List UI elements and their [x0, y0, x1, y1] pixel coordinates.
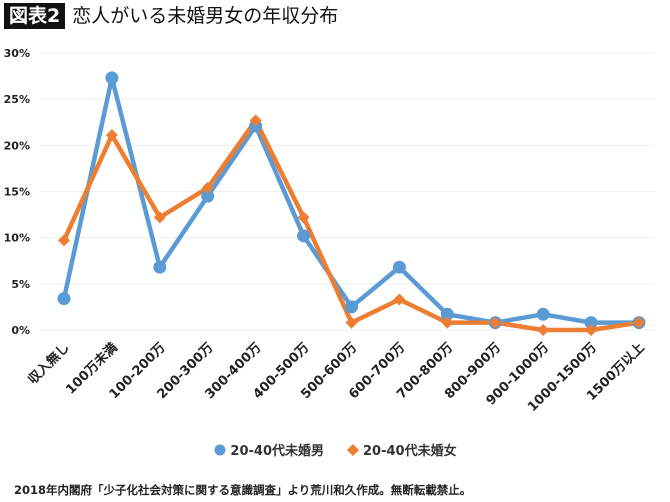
- legend-item-women: 20-40代未婚女: [346, 440, 457, 459]
- data-point-women: [537, 324, 550, 336]
- y-tick-label: 5%: [11, 278, 30, 291]
- data-point-men: [345, 300, 358, 314]
- y-tick-label: 15%: [4, 186, 30, 199]
- line-chart: 0%5%10%15%20%25%30%収入無し100万未満100-200万200…: [4, 47, 655, 415]
- data-point-men: [153, 260, 167, 274]
- source-note: 2018年内閣府「少子化社会対策に関する意識調査」より荒川和久作成。無断転載禁止…: [14, 483, 472, 497]
- data-point-women: [393, 293, 406, 306]
- y-tick-label: 30%: [4, 47, 30, 60]
- circle-marker-icon: [214, 444, 226, 455]
- y-tick-label: 25%: [4, 93, 30, 106]
- data-point-men: [440, 307, 454, 321]
- chart-title: 恋人がいる未婚男女の年収分布: [72, 5, 339, 27]
- data-point-men: [297, 229, 311, 243]
- data-point-women: [345, 316, 358, 329]
- data-point-men: [105, 71, 119, 85]
- data-point-men: [536, 307, 550, 321]
- y-tick-label: 20%: [4, 139, 30, 152]
- data-point-women: [153, 211, 166, 224]
- data-point-women: [58, 234, 70, 247]
- data-point-women: [585, 324, 598, 336]
- data-point-men: [201, 189, 215, 203]
- data-point-men: [392, 260, 406, 274]
- data-point-women: [489, 316, 502, 329]
- legend-label: 20-40代未婚女: [363, 444, 457, 459]
- title-bar: 図表2 恋人がいる未婚男女の年収分布: [4, 3, 338, 29]
- data-point-men: [57, 292, 71, 306]
- data-point-women: [633, 316, 645, 329]
- legend-item-men: 20-40代未婚男: [213, 440, 324, 459]
- y-tick-label: 0%: [11, 324, 30, 337]
- data-point-women: [297, 211, 310, 224]
- data-point-women: [441, 316, 454, 329]
- data-point-men: [584, 316, 598, 330]
- legend: 20-40代未婚男 20-40代未婚女: [0, 440, 670, 459]
- data-point-women: [201, 181, 214, 194]
- legend-label: 20-40代未婚男: [230, 444, 324, 459]
- figure-badge: 図表2: [4, 3, 66, 29]
- x-tick-label: 収入無し: [25, 340, 73, 388]
- y-tick-label: 10%: [4, 232, 30, 245]
- data-point-women: [249, 114, 262, 127]
- diamond-marker-icon: [347, 443, 359, 456]
- data-point-women: [105, 129, 118, 142]
